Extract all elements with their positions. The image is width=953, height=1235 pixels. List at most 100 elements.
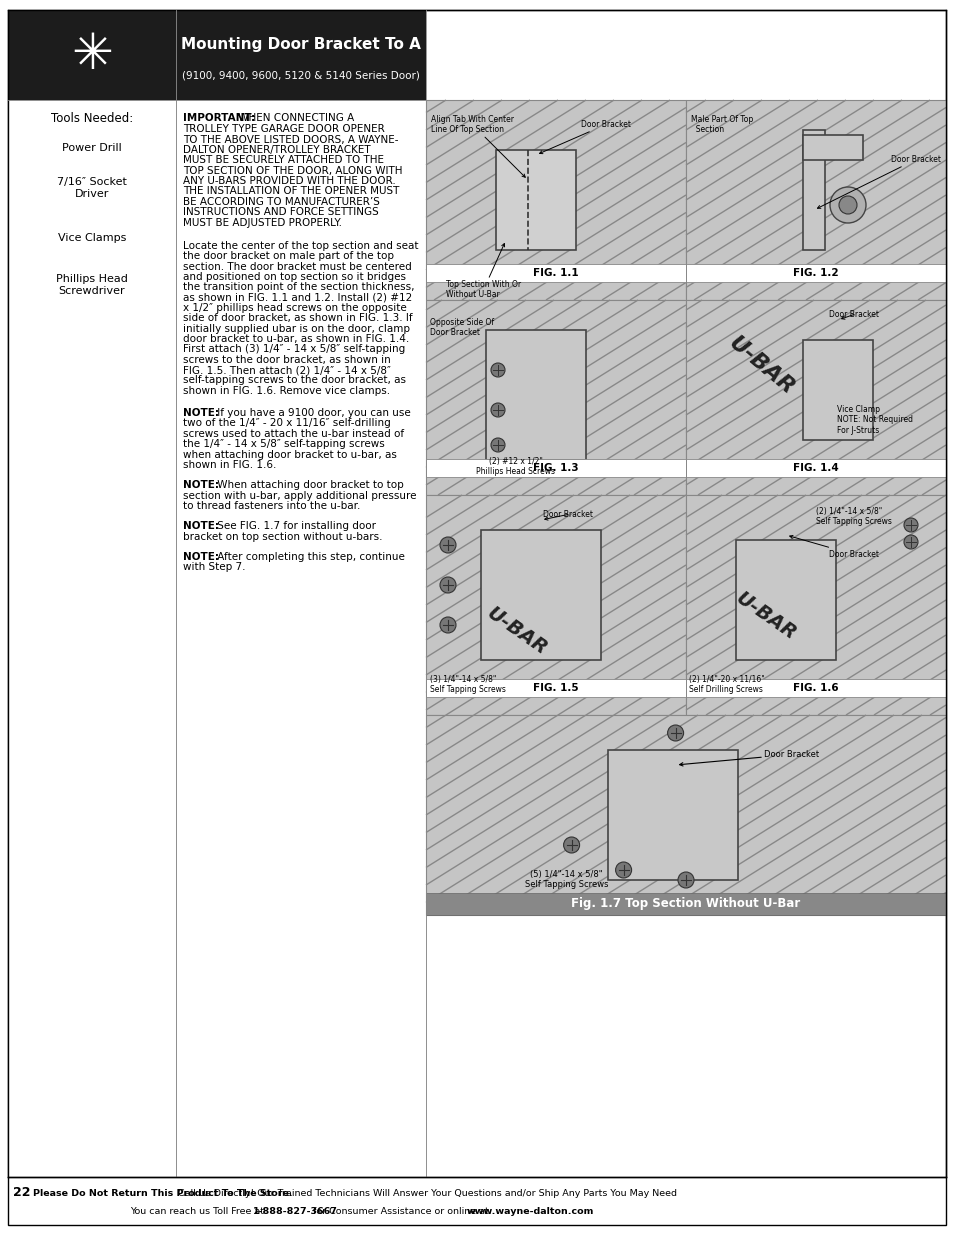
- Circle shape: [439, 577, 456, 593]
- Circle shape: [829, 186, 865, 224]
- Circle shape: [667, 725, 683, 741]
- Bar: [8, 100, 175, 1177]
- Text: screws to the door bracket, as shown in: screws to the door bracket, as shown in: [183, 354, 391, 364]
- Text: Fig. 1.7 Top Section Without U-Bar: Fig. 1.7 Top Section Without U-Bar: [571, 898, 800, 910]
- Text: MUST BE ADJUSTED PROPERLY.: MUST BE ADJUSTED PROPERLY.: [183, 217, 341, 227]
- Text: INSTRUCTIONS AND FORCE SETTINGS: INSTRUCTIONS AND FORCE SETTINGS: [183, 207, 378, 217]
- Text: Power Drill: Power Drill: [62, 143, 122, 153]
- Text: Male Part Of Top
  Section: Male Part Of Top Section: [690, 115, 753, 135]
- Text: for Consumer Assistance or online at: for Consumer Assistance or online at: [310, 1208, 492, 1216]
- Bar: [426, 495, 685, 715]
- Text: the transition point of the section thickness,: the transition point of the section thic…: [183, 283, 414, 293]
- Text: 22: 22: [13, 1187, 30, 1199]
- Text: Door Bracket: Door Bracket: [828, 310, 878, 319]
- Text: NOTE:: NOTE:: [183, 480, 219, 490]
- Bar: [426, 100, 945, 915]
- Text: Please Do Not Return This Product To The Store.: Please Do Not Return This Product To The…: [33, 1188, 293, 1198]
- Text: NOTE:: NOTE:: [183, 521, 219, 531]
- Bar: [485, 330, 585, 459]
- Text: bracket on top section without u-bars.: bracket on top section without u-bars.: [183, 531, 382, 542]
- Bar: [175, 100, 426, 1177]
- Text: FIG. 1.6: FIG. 1.6: [792, 683, 838, 693]
- Text: 7/16″ Socket
Driver: 7/16″ Socket Driver: [57, 177, 127, 199]
- Bar: [685, 300, 945, 495]
- Text: FIG. 1.4: FIG. 1.4: [792, 463, 838, 473]
- Circle shape: [491, 363, 504, 377]
- Text: section with u-bar, apply additional pressure: section with u-bar, apply additional pre…: [183, 490, 416, 500]
- Text: WHEN CONNECTING A: WHEN CONNECTING A: [234, 112, 354, 124]
- Circle shape: [678, 872, 693, 888]
- Text: the 1/4″ - 14 x 5/8″ self-tapping screws: the 1/4″ - 14 x 5/8″ self-tapping screws: [183, 440, 384, 450]
- Text: Call Us Directly! Our Trained Technicians Will Answer Your Questions and/or Ship: Call Us Directly! Our Trained Technician…: [174, 1188, 677, 1198]
- Circle shape: [615, 862, 631, 878]
- Text: Door Bracket: Door Bracket: [679, 750, 819, 766]
- Circle shape: [903, 517, 917, 532]
- Text: U-BAR: U-BAR: [482, 604, 550, 659]
- Text: Top Section With Or
Without U-Bar: Top Section With Or Without U-Bar: [446, 243, 520, 299]
- Text: shown in FIG. 1.6.: shown in FIG. 1.6.: [183, 459, 276, 469]
- Text: TOP SECTION OF THE DOOR, ALONG WITH: TOP SECTION OF THE DOOR, ALONG WITH: [183, 165, 402, 175]
- Text: Vice Clamps: Vice Clamps: [58, 233, 126, 243]
- Text: two of the 1/4″ - 20 x 11/16″ self-drilling: two of the 1/4″ - 20 x 11/16″ self-drill…: [183, 419, 391, 429]
- Text: BE ACCORDING TO MANUFACTURER’S: BE ACCORDING TO MANUFACTURER’S: [183, 196, 379, 206]
- Text: Door Bracket: Door Bracket: [539, 120, 630, 153]
- Text: Align Tab With Center
Line Of Top Section: Align Tab With Center Line Of Top Sectio…: [431, 115, 525, 178]
- Text: Tools Needed:: Tools Needed:: [51, 111, 133, 125]
- Text: NOTE:: NOTE:: [183, 408, 219, 419]
- Text: Door Bracket: Door Bracket: [817, 156, 940, 209]
- Text: TROLLEY TYPE GARAGE DOOR OPENER: TROLLEY TYPE GARAGE DOOR OPENER: [183, 125, 384, 135]
- Text: FIG. 1.5: FIG. 1.5: [533, 683, 578, 693]
- Text: ANY U-BARS PROVIDED WITH THE DOOR.: ANY U-BARS PROVIDED WITH THE DOOR.: [183, 177, 395, 186]
- Bar: [685, 459, 945, 477]
- Bar: [496, 149, 576, 249]
- Text: You can reach us Toll Free at: You can reach us Toll Free at: [130, 1208, 267, 1216]
- Bar: [426, 893, 945, 915]
- Bar: [685, 679, 945, 697]
- Text: Vice Clamp
NOTE: Not Required
For J-Struts: Vice Clamp NOTE: Not Required For J-Stru…: [836, 405, 912, 435]
- Circle shape: [491, 438, 504, 452]
- Text: the door bracket on male part of the top: the door bracket on male part of the top: [183, 251, 394, 261]
- Text: and positioned on top section so it bridges: and positioned on top section so it brid…: [183, 272, 406, 282]
- Text: U-BAR: U-BAR: [724, 333, 798, 399]
- Text: self-tapping screws to the door bracket, as: self-tapping screws to the door bracket,…: [183, 375, 406, 385]
- Text: Door Bracket: Door Bracket: [542, 510, 593, 520]
- Text: www.wayne-dalton.com: www.wayne-dalton.com: [466, 1208, 593, 1216]
- Bar: [426, 459, 685, 477]
- Circle shape: [563, 837, 579, 853]
- Text: First attach (3) 1/4″ - 14 x 5/8″ self-tapping: First attach (3) 1/4″ - 14 x 5/8″ self-t…: [183, 345, 405, 354]
- Text: door bracket to u-bar, as shown in FIG. 1.4.: door bracket to u-bar, as shown in FIG. …: [183, 333, 409, 345]
- Text: FIG. 1.5. Then attach (2) 1/4″ - 14 x 5/8″: FIG. 1.5. Then attach (2) 1/4″ - 14 x 5/…: [183, 366, 391, 375]
- Text: (9100, 9400, 9600, 5120 & 5140 Series Door): (9100, 9400, 9600, 5120 & 5140 Series Do…: [182, 70, 419, 80]
- Text: to thread fasteners into the u-bar.: to thread fasteners into the u-bar.: [183, 501, 360, 511]
- Text: TO THE ABOVE LISTED DOORS, A WAYNE-: TO THE ABOVE LISTED DOORS, A WAYNE-: [183, 135, 398, 144]
- Text: (2) #12 x 1/2"
Phillips Head Screws: (2) #12 x 1/2" Phillips Head Screws: [476, 457, 555, 477]
- Text: as shown in FIG. 1.1 and 1.2. Install (2) #12: as shown in FIG. 1.1 and 1.2. Install (2…: [183, 293, 412, 303]
- Text: section. The door bracket must be centered: section. The door bracket must be center…: [183, 262, 412, 272]
- Text: when attaching door bracket to u-bar, as: when attaching door bracket to u-bar, as: [183, 450, 396, 459]
- Bar: [8, 10, 426, 100]
- Text: 1-888-827-3667: 1-888-827-3667: [253, 1208, 337, 1216]
- Circle shape: [491, 403, 504, 417]
- Text: screws used to attach the u-bar instead of: screws used to attach the u-bar instead …: [183, 429, 404, 438]
- Circle shape: [439, 618, 456, 634]
- Text: with Step 7.: with Step 7.: [183, 562, 245, 572]
- Text: (5) 1/4"-14 x 5/8"
Self Tapping Screws: (5) 1/4"-14 x 5/8" Self Tapping Screws: [524, 869, 607, 889]
- Bar: [802, 135, 862, 161]
- Text: DALTON OPENER/TROLLEY BRACKET: DALTON OPENER/TROLLEY BRACKET: [183, 144, 370, 156]
- Bar: [426, 300, 685, 495]
- Circle shape: [439, 537, 456, 553]
- Text: (3) 1/4"-14 x 5/8"
Self Tapping Screws: (3) 1/4"-14 x 5/8" Self Tapping Screws: [430, 676, 505, 694]
- Text: Mounting Door Bracket To A: Mounting Door Bracket To A: [181, 37, 420, 53]
- Text: (2) 1/4"-20 x 11/16"
Self Drilling Screws: (2) 1/4"-20 x 11/16" Self Drilling Screw…: [688, 676, 764, 694]
- Text: FIG. 1.2: FIG. 1.2: [792, 268, 838, 278]
- Text: IMPORTANT:: IMPORTANT:: [183, 112, 254, 124]
- Text: Phillips Head
Screwdriver: Phillips Head Screwdriver: [56, 274, 128, 296]
- Text: MUST BE SECURELY ATTACHED TO THE: MUST BE SECURELY ATTACHED TO THE: [183, 156, 384, 165]
- Bar: [735, 540, 835, 659]
- Bar: [480, 530, 600, 659]
- Text: THE INSTALLATION OF THE OPENER MUST: THE INSTALLATION OF THE OPENER MUST: [183, 186, 399, 196]
- Text: FIG. 1.3: FIG. 1.3: [533, 463, 578, 473]
- Text: Door Bracket: Door Bracket: [789, 536, 878, 559]
- Bar: [426, 100, 685, 300]
- Bar: [426, 679, 685, 697]
